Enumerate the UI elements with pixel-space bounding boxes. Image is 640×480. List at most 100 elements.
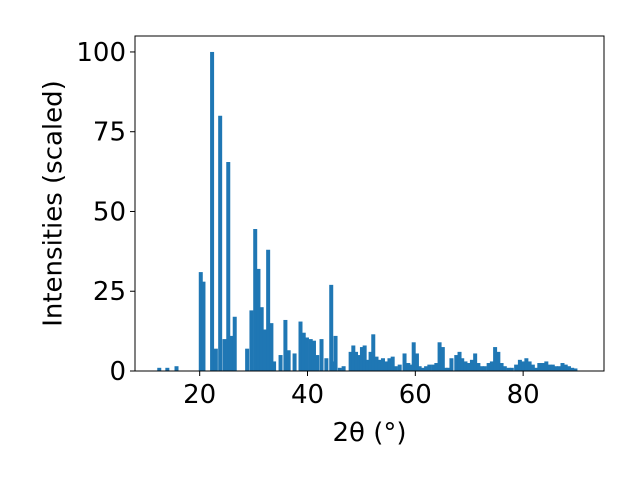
bar <box>489 361 494 371</box>
bar <box>460 358 465 371</box>
bar <box>514 364 519 371</box>
bar <box>557 366 562 371</box>
bar <box>573 368 578 371</box>
bar <box>446 367 451 371</box>
bar <box>301 332 306 371</box>
bar <box>278 355 283 371</box>
bar <box>544 361 549 371</box>
bar <box>411 342 416 371</box>
bar <box>384 361 389 371</box>
bar <box>496 351 501 371</box>
bar <box>466 363 471 371</box>
bar <box>201 281 206 371</box>
bar <box>298 321 303 371</box>
bar <box>479 366 484 371</box>
bar <box>331 361 336 371</box>
bar <box>534 367 539 371</box>
bar <box>530 364 535 371</box>
bar <box>333 335 338 371</box>
bar <box>537 363 542 371</box>
bar <box>427 364 432 371</box>
bar <box>550 364 555 371</box>
bar <box>554 366 559 371</box>
bar <box>272 361 277 371</box>
bar <box>337 367 342 371</box>
bar <box>463 361 468 371</box>
bar <box>245 348 250 371</box>
x-tick-label: 60 <box>399 380 432 410</box>
bar <box>165 367 170 371</box>
bar <box>409 364 414 371</box>
bar <box>431 364 436 371</box>
bar <box>499 363 504 371</box>
bar <box>266 249 271 371</box>
y-axis-label: Intensities (scaled) <box>39 80 69 327</box>
bar <box>563 364 568 371</box>
bar <box>348 351 353 371</box>
bar <box>434 363 439 371</box>
bar <box>566 366 571 371</box>
bar <box>540 363 545 371</box>
bar <box>424 366 429 371</box>
bar <box>226 162 231 371</box>
bar <box>402 353 407 371</box>
bar <box>174 366 179 371</box>
x-axis-label: 2θ (°) <box>332 418 406 448</box>
y-tick-label: 0 <box>109 357 126 387</box>
bar <box>232 316 237 371</box>
bar <box>311 340 316 371</box>
bar <box>449 358 454 371</box>
bar <box>359 347 364 371</box>
bar <box>222 339 227 371</box>
bar <box>509 367 514 371</box>
y-tick-label: 100 <box>76 38 126 68</box>
bar <box>249 310 254 371</box>
bar <box>380 358 385 371</box>
bars-group <box>157 51 578 371</box>
bar <box>506 367 511 371</box>
bar <box>198 272 203 371</box>
y-tick-label: 50 <box>93 197 126 227</box>
y-tick-label: 25 <box>93 277 126 307</box>
bar <box>476 363 481 371</box>
bar <box>354 351 359 371</box>
bar <box>393 366 398 371</box>
bar <box>390 356 395 371</box>
bar <box>304 337 309 371</box>
bar <box>469 359 474 371</box>
bar <box>371 334 376 371</box>
bar <box>329 284 334 371</box>
x-tick-label: 40 <box>291 380 324 410</box>
x-tick-label: 20 <box>183 380 216 410</box>
bar <box>454 355 459 371</box>
bar <box>365 359 370 371</box>
bar <box>547 364 552 371</box>
bar <box>259 307 264 371</box>
bar <box>253 229 258 371</box>
bar <box>210 51 215 371</box>
bar <box>440 347 445 371</box>
bar <box>443 367 448 371</box>
bar <box>368 351 373 371</box>
bar <box>319 339 324 371</box>
bar <box>269 323 274 371</box>
x-tick-label: 80 <box>507 380 540 410</box>
bar <box>229 335 234 371</box>
bar <box>362 345 367 371</box>
bar <box>473 353 478 371</box>
bar <box>374 356 379 371</box>
bar <box>357 355 362 371</box>
bar <box>517 359 522 371</box>
bar <box>420 367 425 371</box>
bar <box>324 358 329 371</box>
y-tick-label: 75 <box>93 118 126 148</box>
bar <box>417 366 422 371</box>
bar <box>213 348 218 371</box>
bar <box>256 268 261 371</box>
bar <box>457 351 462 371</box>
bar <box>157 367 162 371</box>
bar <box>502 366 507 371</box>
bar <box>377 359 382 371</box>
bar <box>351 345 356 371</box>
